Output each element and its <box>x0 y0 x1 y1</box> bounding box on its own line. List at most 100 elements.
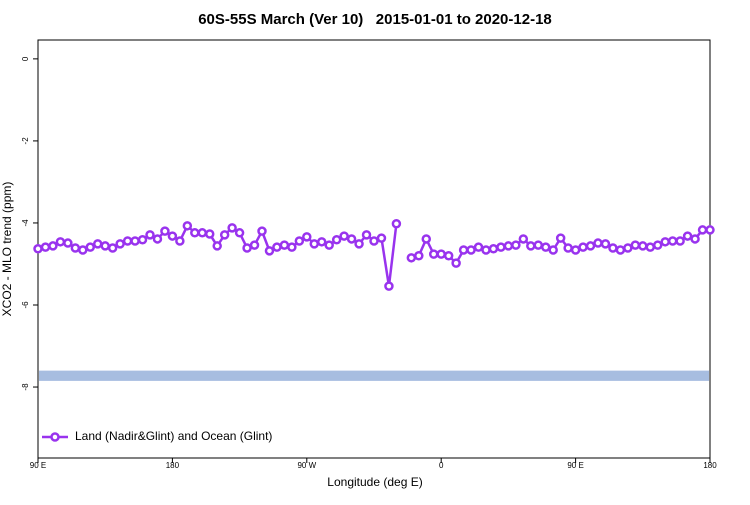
data-point <box>48 241 58 251</box>
data-point <box>63 238 73 248</box>
data-point <box>436 249 446 259</box>
legend-marker <box>50 432 60 442</box>
data-point <box>204 229 215 239</box>
data-point <box>85 242 96 252</box>
x-tick-label: 90 E <box>567 461 583 470</box>
data-point <box>570 245 581 255</box>
data-point <box>555 233 566 243</box>
data-point <box>369 236 379 246</box>
data-point <box>219 230 230 240</box>
data-point <box>324 240 334 250</box>
data-point <box>623 243 633 253</box>
data-point <box>242 243 252 253</box>
data-point <box>414 251 424 261</box>
data-point <box>511 240 521 250</box>
data-point <box>466 245 476 255</box>
data-point <box>257 226 267 236</box>
data-point <box>660 237 670 247</box>
data-point <box>600 239 611 249</box>
data-point <box>593 238 603 248</box>
data-point <box>354 239 364 249</box>
data-point <box>526 241 536 251</box>
x-axis-label: Longitude (deg E) <box>327 475 422 489</box>
data-point <box>548 245 558 255</box>
data-point <box>234 228 245 238</box>
data-point <box>682 231 693 241</box>
data-point <box>145 230 155 240</box>
data-point <box>167 231 178 241</box>
data-point <box>70 243 81 253</box>
data-point <box>130 236 140 246</box>
data-point <box>294 236 305 246</box>
data-point <box>675 236 685 246</box>
data-point <box>697 225 708 235</box>
data-point <box>451 258 461 268</box>
data-point <box>152 234 163 244</box>
x-tick-label: 180 <box>703 461 717 470</box>
data-point <box>182 221 193 231</box>
y-tick-label: -8 <box>21 383 30 391</box>
data-point <box>518 234 529 244</box>
data-point <box>100 241 110 251</box>
data-point <box>78 245 88 255</box>
y-tick-label: 0 <box>21 56 30 61</box>
legend-label: Land (Nadir&Glint) and Ocean (Glint) <box>75 429 272 443</box>
data-point <box>279 240 290 250</box>
data-point <box>33 244 43 254</box>
data-point <box>473 242 484 252</box>
data-point <box>137 235 148 245</box>
x-tick-label: 180 <box>166 461 180 470</box>
data-point <box>391 219 402 229</box>
data-point <box>608 243 618 253</box>
y-axis-label: XCO2 - MLO trend (ppm) <box>0 182 14 317</box>
data-point <box>107 243 118 253</box>
data-point <box>406 253 417 263</box>
data-point <box>346 234 357 244</box>
data-point <box>264 246 275 256</box>
data-point <box>428 249 439 259</box>
y-tick-label: -4 <box>21 219 30 227</box>
data-point <box>175 236 185 246</box>
data-point <box>212 241 222 251</box>
data-point <box>40 242 51 252</box>
data-point <box>92 239 103 249</box>
data-point <box>272 242 282 252</box>
data-point <box>190 228 200 238</box>
data-point <box>227 223 237 233</box>
x-tick-label: 0 <box>439 461 444 470</box>
data-point <box>339 231 349 241</box>
data-point <box>667 236 678 246</box>
data-point <box>122 236 133 246</box>
data-point <box>376 233 387 243</box>
data-point <box>615 245 626 255</box>
data-point <box>309 239 320 249</box>
data-point <box>585 241 596 251</box>
data-point <box>331 235 342 245</box>
data-point <box>638 241 648 251</box>
data-point <box>287 242 297 252</box>
data-point <box>249 240 260 250</box>
data-point <box>533 240 544 250</box>
x-tick-label: 90 W <box>297 461 316 470</box>
data-point <box>361 230 372 240</box>
data-point <box>115 239 125 249</box>
x-tick-label: 90 E <box>30 461 46 470</box>
data-point <box>55 237 66 247</box>
data-point <box>705 225 715 235</box>
data-point <box>421 234 432 244</box>
data-point <box>488 244 499 254</box>
data-point <box>302 232 312 242</box>
data-point <box>458 245 469 255</box>
data-point <box>481 245 491 255</box>
data-point <box>578 242 588 252</box>
data-point <box>316 237 327 247</box>
data-point <box>563 243 573 253</box>
y-tick-label: -2 <box>21 137 30 145</box>
data-point <box>496 242 506 252</box>
data-point <box>384 281 394 291</box>
y-tick-label: -6 <box>21 301 30 309</box>
reference-band <box>39 370 709 381</box>
data-point <box>503 241 514 251</box>
data-point <box>630 240 641 250</box>
